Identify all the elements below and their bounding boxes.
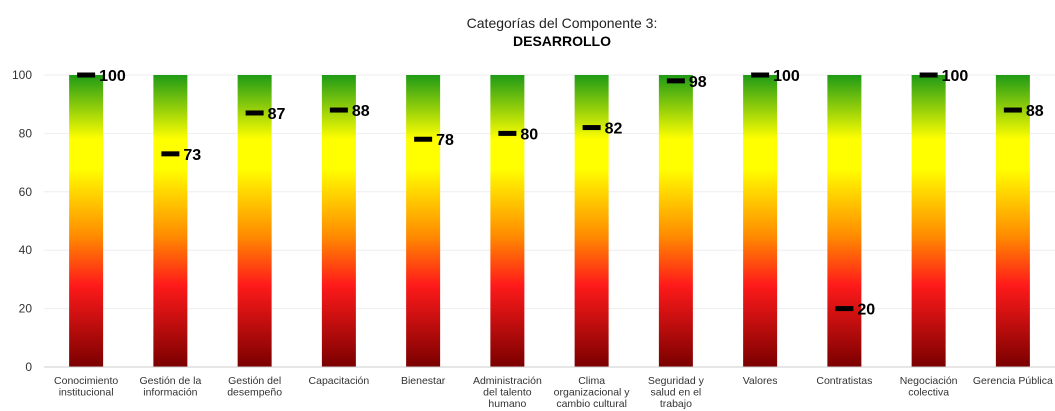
bar xyxy=(321,75,356,367)
x-tick-label-line: trabajo xyxy=(660,398,692,410)
value-label: 87 xyxy=(268,106,286,123)
y-tick-label: 40 xyxy=(19,243,33,257)
bar xyxy=(995,75,1030,367)
x-tick-label-line: Gestión de la xyxy=(139,375,201,387)
y-axis-ticks: 0 20 40 60 80 100 xyxy=(12,68,32,374)
x-tick-label-line: Contratistas xyxy=(816,375,872,387)
x-tick-label-line: Clima xyxy=(578,375,605,387)
x-tick-label: Negociación colectiva xyxy=(900,375,958,399)
x-tick-label-line: humano xyxy=(488,398,526,410)
x-tick-label: Gerencia Pública xyxy=(973,375,1053,387)
grid-lines xyxy=(44,74,1055,368)
value-markers xyxy=(77,72,1022,312)
value-marker xyxy=(666,78,685,84)
chart-title: Categorías del Componente 3: xyxy=(467,15,658,31)
value-label: 20 xyxy=(857,302,875,319)
bar xyxy=(153,75,188,367)
x-tick-label-line: Bienestar xyxy=(401,375,446,387)
x-tick-label-line: desempeño xyxy=(227,387,282,399)
x-tick-label: Capacitación xyxy=(309,375,370,387)
bar xyxy=(574,75,609,367)
bars xyxy=(69,75,1030,367)
value-marker xyxy=(751,72,770,78)
value-marker xyxy=(582,125,601,131)
x-tick-label: Seguridad y salud en el trabajo xyxy=(648,375,705,410)
x-tick-label-line: Gestión del xyxy=(228,375,281,387)
value-label: 78 xyxy=(436,132,454,149)
bar xyxy=(911,75,946,367)
y-tick-label: 80 xyxy=(19,126,33,140)
x-tick-label: Gestión del desempeño xyxy=(227,375,282,399)
x-tick-label-line: Administración xyxy=(473,375,542,387)
x-tick-label-line: Negociación xyxy=(900,375,958,387)
x-tick-label: Valores xyxy=(743,375,778,387)
value-label: 100 xyxy=(773,68,800,85)
x-tick-label: Bienestar xyxy=(401,375,446,387)
x-tick-label: Clima organizacional y cambio cultural xyxy=(554,375,631,410)
value-marker xyxy=(245,110,264,116)
x-tick-label: Gestión de la información xyxy=(139,375,201,399)
value-label: 88 xyxy=(352,103,370,120)
x-tick-label-line: Capacitación xyxy=(309,375,370,387)
bar xyxy=(490,75,525,367)
x-tick-label-line: información xyxy=(143,387,197,399)
value-marker xyxy=(161,151,180,157)
x-tick-label-line: organizacional y xyxy=(554,387,631,399)
x-tick-label-line: Gerencia Pública xyxy=(973,375,1053,387)
y-tick-label: 100 xyxy=(12,68,32,82)
value-label: 98 xyxy=(689,74,707,91)
value-marker xyxy=(77,72,96,78)
value-marker xyxy=(414,136,433,142)
bar xyxy=(743,75,778,367)
value-label: 100 xyxy=(99,68,126,85)
value-marker xyxy=(1003,107,1022,113)
value-label: 100 xyxy=(942,68,969,85)
bar xyxy=(406,75,441,367)
value-label: 73 xyxy=(183,147,201,164)
value-label: 82 xyxy=(605,121,623,138)
y-tick-label: 0 xyxy=(25,360,32,374)
value-labels: 100 73 87 88 78 80 82 98 100 20 100 88 xyxy=(99,68,1044,319)
x-tick-label: Contratistas xyxy=(816,375,872,387)
value-marker xyxy=(498,130,517,136)
x-tick-label-line: Conocimiento xyxy=(54,375,118,387)
bar xyxy=(237,75,272,367)
value-marker xyxy=(919,72,938,78)
y-tick-label: 20 xyxy=(19,302,33,316)
x-tick-label-line: cambio cultural xyxy=(556,398,627,410)
x-tick-label-line: del talento xyxy=(483,387,532,399)
y-tick-label: 60 xyxy=(19,185,33,199)
bar xyxy=(827,75,862,367)
x-tick-label-line: institucional xyxy=(59,387,114,399)
x-tick-label-line: colectiva xyxy=(908,387,949,399)
x-tick-label: Administración del talento humano xyxy=(473,375,542,410)
value-label: 88 xyxy=(1026,103,1044,120)
x-tick-label: Conocimiento institucional xyxy=(54,375,118,399)
value-label: 80 xyxy=(520,126,538,143)
bar xyxy=(69,75,104,367)
x-tick-label-line: salud en el xyxy=(650,387,701,399)
value-marker xyxy=(329,107,348,113)
bar xyxy=(658,75,693,367)
value-marker xyxy=(835,306,854,312)
x-tick-label-line: Seguridad y xyxy=(648,375,705,387)
x-tick-label-line: Valores xyxy=(743,375,778,387)
chart-subtitle: DESARROLLO xyxy=(513,33,611,49)
